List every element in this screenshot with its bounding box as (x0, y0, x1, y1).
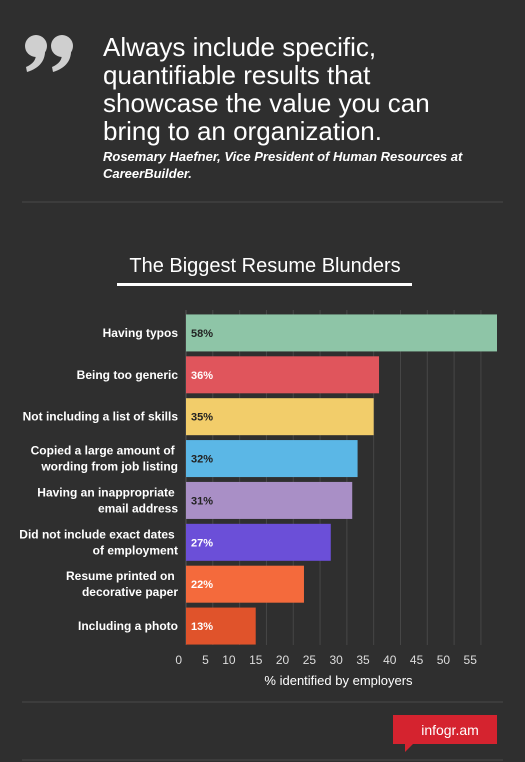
value-label: 35% (191, 412, 213, 424)
x-tick-label: 40 (383, 653, 397, 667)
x-tick-label: 45 (410, 653, 424, 667)
value-label: 36% (191, 370, 213, 382)
bar (186, 356, 380, 394)
value-label: 32% (191, 454, 213, 466)
category-label: Being too generic (77, 368, 179, 382)
brand-tag (393, 715, 497, 752)
chart-title: The Biggest Resume Blunders (129, 255, 400, 277)
bar (186, 314, 497, 352)
value-label: 27% (191, 537, 213, 549)
bar (186, 481, 353, 519)
title-underline (117, 283, 412, 286)
value-label: 58% (191, 328, 213, 340)
x-tick-label: 35 (356, 653, 370, 667)
bar (186, 607, 256, 645)
category-label: Having typos (103, 326, 179, 340)
bar (186, 440, 358, 478)
x-tick-label: 0 (175, 653, 182, 667)
category-label: Including a photo (78, 619, 178, 633)
quote-attribution: Rosemary Haefner, Vice President of Huma… (103, 149, 466, 181)
x-tick-label: 20 (276, 653, 290, 667)
category-label: Having an inappropriate email address (37, 485, 178, 515)
category-label: Copied a large amount of wording from jo… (31, 444, 178, 474)
value-label: 22% (191, 579, 213, 591)
value-label: 13% (191, 621, 213, 633)
x-tick-label: 10 (222, 653, 236, 667)
category-label: Resume printed on decorative paper (66, 569, 178, 599)
chart: 0 5 10 15 20 25 30 35 40 45 50 55 % identified by em… (19, 310, 497, 688)
quote-text: Always include specific, quantifiable re… (103, 32, 437, 146)
x-tick-label: 25 (303, 653, 317, 667)
bar (186, 398, 374, 436)
value-label: 31% (191, 495, 213, 507)
x-tick-label: 55 (464, 653, 478, 667)
bar (186, 565, 304, 603)
brand: infogr.am (421, 722, 479, 738)
x-tick-label: 30 (330, 653, 344, 667)
x-axis-label: % identified by employers (264, 673, 413, 688)
category-label: Not including a list of skills (23, 410, 179, 424)
quote-mark (25, 35, 73, 72)
x-tick-label: 5 (202, 653, 209, 667)
x-tick-label: 50 (437, 653, 451, 667)
category-label: Did not include exact dates of employmen… (19, 527, 178, 557)
x-tick-label: 15 (249, 653, 263, 667)
bar (186, 523, 331, 561)
